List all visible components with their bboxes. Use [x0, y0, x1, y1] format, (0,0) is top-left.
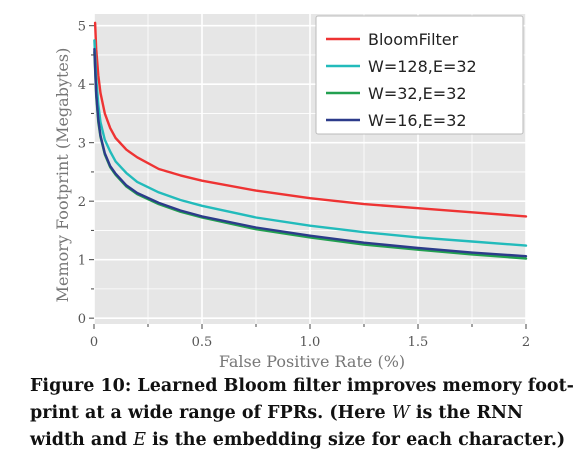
- legend-label: BloomFilter: [368, 30, 459, 49]
- x-tick-label: 2: [522, 335, 530, 350]
- y-tick-label: 1: [78, 254, 86, 269]
- series-line-bloomfilter: [93, 21, 528, 218]
- series-line-w-16-e-32: [93, 47, 528, 258]
- legend-box: [315, 15, 524, 135]
- caption-var-e: E: [133, 430, 147, 450]
- y-tick-label: 5: [78, 20, 86, 35]
- legend-label: W=128,E=32: [368, 57, 477, 76]
- y-tick-label: 0: [78, 312, 86, 327]
- x-axis-title: False Positive Rate (%): [219, 352, 405, 371]
- y-tick-label: 2: [78, 195, 86, 210]
- series-line-w-128-e-32: [93, 39, 528, 247]
- x-tick-label: 0: [90, 335, 98, 350]
- figure-caption: Figure 10: Learned Bloom filter improves…: [30, 373, 576, 454]
- caption-var-w: W: [391, 403, 410, 423]
- line-chart: 0 0.5 1.0 1.5 2 0 1 2 3 4 5 False Positive Rate (…: [53, 14, 530, 371]
- x-tick-label: 1.5: [408, 335, 429, 350]
- legend-label: W=32,E=32: [368, 84, 467, 103]
- x-tick-label: 1.0: [300, 335, 321, 350]
- caption-text-2: is the RNN width and: [30, 403, 523, 450]
- series-lines: [93, 21, 528, 260]
- legend-label: W=16,E=32: [368, 111, 467, 130]
- caption-text-1: Figure 10: Learned Bloom filter improves…: [30, 376, 574, 423]
- y-axis-ticks: 0 1 2 3 4 5: [78, 20, 94, 327]
- legend: BloomFilter W=128,E=32 W=32,E=32 W=16,E=32: [315, 15, 524, 135]
- y-axis-title: Memory Footprint (Megabytes): [53, 48, 72, 303]
- y-tick-label: 4: [78, 78, 86, 93]
- x-tick-label: 0.5: [192, 335, 213, 350]
- y-tick-label: 3: [78, 137, 86, 152]
- x-axis-ticks: 0 0.5 1.0 1.5 2: [90, 324, 530, 350]
- caption-text-3: is the embedding size for each character…: [146, 430, 566, 450]
